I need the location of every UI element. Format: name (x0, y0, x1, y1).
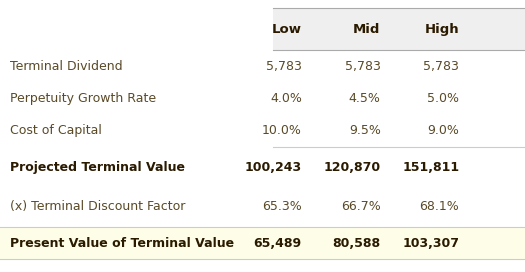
Text: Cost of Capital: Cost of Capital (10, 124, 102, 137)
Text: 65.3%: 65.3% (262, 200, 302, 213)
Text: 5.0%: 5.0% (427, 92, 459, 105)
Text: 10.0%: 10.0% (262, 124, 302, 137)
Text: Present Value of Terminal Value: Present Value of Terminal Value (10, 237, 235, 250)
Text: Perpetuity Growth Rate: Perpetuity Growth Rate (10, 92, 156, 105)
Text: Projected Terminal Value: Projected Terminal Value (10, 161, 185, 174)
Text: 4.0%: 4.0% (270, 92, 302, 105)
Text: 68.1%: 68.1% (419, 200, 459, 213)
Text: 4.5%: 4.5% (349, 92, 381, 105)
Text: Terminal Dividend: Terminal Dividend (10, 60, 123, 73)
Text: 66.7%: 66.7% (341, 200, 381, 213)
Text: (x) Terminal Discount Factor: (x) Terminal Discount Factor (10, 200, 186, 213)
Text: 120,870: 120,870 (323, 161, 381, 174)
Text: 65,489: 65,489 (254, 237, 302, 250)
Text: Mid: Mid (353, 23, 381, 36)
Text: 103,307: 103,307 (402, 237, 459, 250)
Text: 100,243: 100,243 (245, 161, 302, 174)
Text: 9.5%: 9.5% (349, 124, 381, 137)
Text: 5,783: 5,783 (345, 60, 381, 73)
Text: 5,783: 5,783 (266, 60, 302, 73)
Text: Low: Low (272, 23, 302, 36)
Text: 80,588: 80,588 (332, 237, 381, 250)
Text: 151,811: 151,811 (402, 161, 459, 174)
Text: 9.0%: 9.0% (427, 124, 459, 137)
Text: High: High (425, 23, 459, 36)
Text: 5,783: 5,783 (424, 60, 459, 73)
